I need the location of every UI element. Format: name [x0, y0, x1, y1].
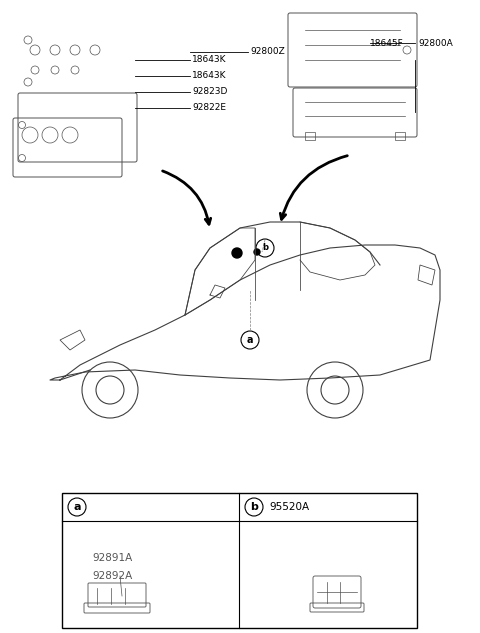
- Text: 18643K: 18643K: [192, 72, 227, 80]
- FancyArrowPatch shape: [163, 171, 211, 224]
- Text: 18643K: 18643K: [192, 56, 227, 65]
- Text: 92823D: 92823D: [192, 87, 228, 96]
- Circle shape: [232, 248, 242, 258]
- Bar: [395, 132, 405, 140]
- Text: b: b: [262, 244, 268, 253]
- Text: 92822E: 92822E: [192, 104, 226, 113]
- Bar: [305, 132, 315, 140]
- Text: a: a: [247, 335, 253, 345]
- Text: 92800A: 92800A: [418, 39, 453, 47]
- Text: 18645F: 18645F: [370, 39, 404, 47]
- Text: a: a: [73, 502, 81, 512]
- Text: 92800Z: 92800Z: [250, 47, 285, 56]
- Circle shape: [254, 249, 260, 255]
- Text: b: b: [250, 502, 258, 512]
- FancyArrowPatch shape: [280, 156, 348, 219]
- Bar: [62, 493, 417, 628]
- Text: 92892A: 92892A: [92, 571, 132, 581]
- Text: 92891A: 92891A: [92, 553, 132, 563]
- Text: 95520A: 95520A: [269, 502, 309, 512]
